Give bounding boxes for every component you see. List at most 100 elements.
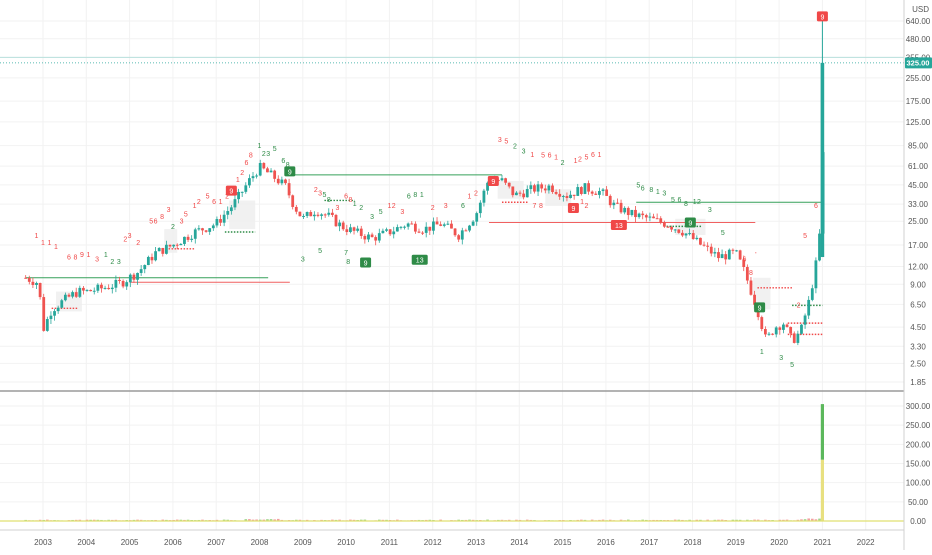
candle-body	[544, 188, 547, 190]
volume-tick-label: 250.00	[906, 421, 931, 430]
count-label: 3	[335, 205, 339, 212]
candle-body	[519, 193, 522, 194]
candle-body	[125, 282, 128, 286]
time-tick-label: 2011	[381, 538, 399, 547]
count-label: 1	[530, 152, 534, 159]
candle-body	[587, 183, 590, 191]
candle-body	[93, 291, 96, 292]
candle-body	[652, 217, 655, 219]
candle-body	[190, 239, 193, 240]
time-tick-label: 2008	[251, 538, 269, 547]
time-tick-label: 2012	[424, 538, 442, 547]
candle-body	[706, 246, 709, 247]
candle-body	[104, 288, 107, 289]
count-label: 6	[245, 160, 249, 167]
candle-body	[414, 224, 417, 232]
time-tick-label: 2009	[294, 538, 312, 547]
candle-body	[566, 196, 569, 198]
count-label: 1	[656, 189, 660, 196]
candle-body	[598, 191, 601, 195]
candle-body	[670, 227, 673, 229]
candle-body	[241, 192, 244, 193]
count-label: 6	[212, 199, 216, 206]
candle-body	[143, 265, 146, 269]
candle-body	[78, 288, 81, 297]
volume-tick-label: 300.00	[906, 402, 931, 411]
candle-body	[327, 213, 330, 215]
candle-body	[800, 325, 803, 334]
candle-body	[356, 229, 359, 231]
candle-body	[39, 283, 42, 297]
count-label: 5	[184, 211, 188, 218]
candle-body	[396, 227, 399, 231]
candle-body	[57, 308, 60, 311]
candle-body	[663, 222, 666, 226]
candle-body	[28, 278, 31, 282]
candle-body	[407, 224, 410, 227]
count-label: 5	[790, 362, 794, 369]
count-label: 8	[327, 197, 331, 204]
candle-body	[457, 235, 460, 239]
candle-body	[140, 269, 143, 273]
price-tick-label: 33.00	[908, 200, 929, 209]
count-label: 5	[803, 233, 807, 240]
candle-body	[82, 288, 85, 291]
candle-body	[89, 290, 92, 291]
count-label: 5	[379, 209, 383, 216]
time-tick-label: 2021	[814, 538, 832, 547]
candle-body	[778, 327, 781, 329]
price-tick-label: 85.00	[908, 142, 929, 151]
candle-body	[234, 199, 237, 207]
candle-body	[713, 252, 716, 253]
candle-body	[584, 183, 587, 194]
candle-body	[515, 193, 518, 195]
count-label: 5	[721, 230, 725, 237]
candle-body	[789, 327, 792, 333]
count-label: 5	[273, 146, 277, 153]
count-label: 7	[344, 250, 348, 257]
candle-body	[728, 250, 731, 260]
candle-body	[472, 222, 475, 226]
candle-body	[421, 233, 424, 234]
candle-body	[721, 254, 724, 258]
candle-body	[208, 228, 211, 232]
marker-label: 9	[288, 169, 292, 176]
candle-body	[374, 237, 377, 240]
candle-body	[71, 292, 74, 296]
candle-body	[688, 233, 691, 234]
marker-label: 9	[571, 206, 575, 213]
count-label: 6	[407, 194, 411, 201]
candle-body	[735, 250, 738, 251]
candle-body	[42, 297, 45, 331]
time-tick-label: 2017	[640, 538, 658, 547]
candle-body	[342, 223, 345, 230]
candle-body	[616, 203, 619, 204]
count-label: 2	[240, 170, 244, 177]
candle-body	[533, 185, 536, 191]
price-tick-label: 2.50	[910, 359, 926, 368]
candle-body	[183, 237, 186, 244]
count-label: 1	[353, 201, 357, 208]
candle-body	[796, 334, 799, 343]
candle-body	[609, 196, 612, 205]
candle-body	[197, 228, 200, 229]
candle-body	[659, 218, 662, 222]
candle-body	[176, 245, 179, 246]
candle-body	[331, 213, 334, 215]
candle-body	[410, 224, 413, 225]
count-label: 1	[236, 177, 240, 184]
candle-body	[526, 189, 529, 197]
candle-body	[602, 189, 605, 191]
candle-body	[118, 280, 121, 281]
count-label: 3	[95, 257, 99, 264]
time-tick-label: 2015	[554, 538, 572, 547]
candle-body	[692, 233, 695, 239]
candle-body	[60, 300, 63, 307]
candle-body	[450, 224, 453, 229]
candle-body	[580, 187, 583, 194]
candle-body	[569, 195, 572, 198]
candle-body	[818, 234, 821, 261]
candle-body	[479, 203, 482, 213]
